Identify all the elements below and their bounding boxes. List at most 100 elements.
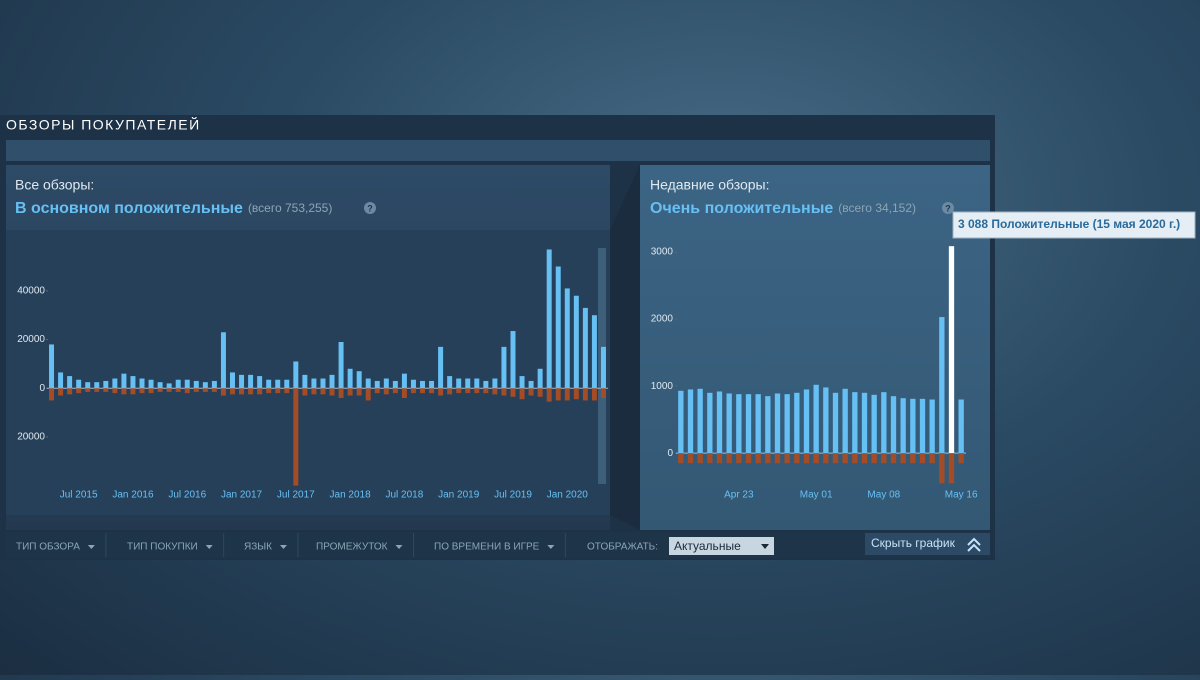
- bar: [582, 388, 588, 401]
- bar: [483, 388, 489, 394]
- bar: [871, 394, 877, 454]
- total: (всего 34,152): [838, 201, 916, 215]
- hide-graph-text: Скрыть график: [871, 536, 956, 550]
- bar: [948, 246, 955, 454]
- bar: [429, 380, 435, 389]
- y-tick-label: 3000: [651, 247, 674, 258]
- bar: [175, 379, 181, 389]
- bar: [492, 378, 498, 389]
- tooltip: 3 088 Положительные (15 мая 2020 г.): [958, 217, 1180, 231]
- bar: [447, 376, 453, 389]
- bar: [193, 380, 199, 389]
- bar: [456, 378, 462, 389]
- bar: [794, 392, 800, 454]
- bar: [919, 453, 926, 464]
- bar: [184, 379, 190, 389]
- rating: Очень положительные: [650, 200, 833, 217]
- bar: [356, 371, 362, 389]
- bar: [890, 396, 897, 454]
- bar: [58, 388, 64, 396]
- bar: [447, 388, 453, 395]
- bar: [392, 388, 398, 394]
- bar: [852, 392, 858, 454]
- bar: [726, 453, 732, 464]
- bar: [697, 388, 703, 454]
- help-mark: ?: [945, 203, 951, 213]
- summary-rating: В основном положительные (всего 753,255): [15, 200, 332, 217]
- bar: [420, 388, 425, 394]
- bar: [347, 368, 353, 389]
- bar: [112, 378, 118, 389]
- bar: [410, 388, 416, 394]
- bar: [293, 388, 299, 486]
- bar: [275, 388, 281, 394]
- bar: [600, 388, 606, 398]
- filter-bar: [6, 532, 990, 558]
- help-icon[interactable]: [364, 202, 376, 214]
- filter[interactable]: ТИП ПОКУПКИ: [127, 542, 198, 553]
- bar: [211, 388, 217, 392]
- y-tick-label: 2000: [651, 314, 674, 325]
- bar: [716, 391, 723, 454]
- bar: [803, 453, 810, 464]
- bar: [139, 388, 145, 394]
- bar: [687, 389, 694, 454]
- bar: [202, 388, 208, 392]
- bar: [365, 388, 371, 401]
- bar: [49, 388, 55, 401]
- x-tick-label: Jan 2016: [112, 490, 154, 501]
- display-select[interactable]: [669, 537, 774, 555]
- x-tick-label: Jan 2018: [330, 490, 372, 501]
- bar: [85, 388, 91, 392]
- filter[interactable]: ТИП ОБЗОРА: [16, 542, 80, 553]
- bar: [501, 388, 507, 396]
- bar: [401, 373, 407, 389]
- filter-arrow: [395, 545, 403, 549]
- bar: [374, 380, 380, 389]
- y-tick-label: 20000: [17, 334, 45, 345]
- bar: [697, 453, 703, 464]
- filter[interactable]: ЯЗЫК: [244, 542, 272, 553]
- bar: [148, 379, 154, 389]
- chevron: [967, 537, 981, 546]
- bar: [707, 392, 713, 454]
- bar: [266, 379, 272, 389]
- bar: [871, 453, 877, 464]
- bar: [474, 378, 480, 389]
- bar: [112, 388, 118, 394]
- bar: [861, 392, 868, 454]
- hide-graph-button[interactable]: [865, 533, 990, 555]
- bar: [555, 266, 561, 389]
- display-value: Актуальные: [674, 539, 741, 553]
- bar: [745, 394, 752, 454]
- x-tick-label: May 16: [945, 490, 978, 501]
- bar: [338, 388, 344, 398]
- x-tick-label: Jan 2019: [438, 490, 480, 501]
- bar: [148, 388, 154, 394]
- bar: [510, 331, 516, 389]
- x-tick-label: May 01: [800, 490, 833, 501]
- bar: [248, 374, 254, 389]
- bar: [302, 388, 308, 396]
- summary-label: Все обзоры:: [15, 177, 94, 193]
- bar: [311, 378, 317, 389]
- x-tick-label: May 08: [867, 490, 900, 501]
- bar: [157, 388, 163, 392]
- bar: [284, 388, 290, 394]
- x-tick-label: Jan 2020: [547, 490, 589, 501]
- bar: [483, 380, 489, 389]
- filter[interactable]: ПО ВРЕМЕНИ В ИГРЕ: [434, 542, 540, 553]
- bar: [678, 390, 684, 454]
- bar: [85, 382, 91, 389]
- bar: [765, 396, 771, 454]
- filter[interactable]: ПРОМЕЖУТОК: [316, 542, 388, 553]
- bar: [438, 388, 444, 396]
- bar: [519, 376, 525, 389]
- help-icon[interactable]: [942, 202, 954, 214]
- bar: [429, 388, 435, 394]
- x-tick-label: Jul 2016: [168, 490, 206, 501]
- bar: [582, 307, 588, 389]
- bar: [745, 453, 752, 464]
